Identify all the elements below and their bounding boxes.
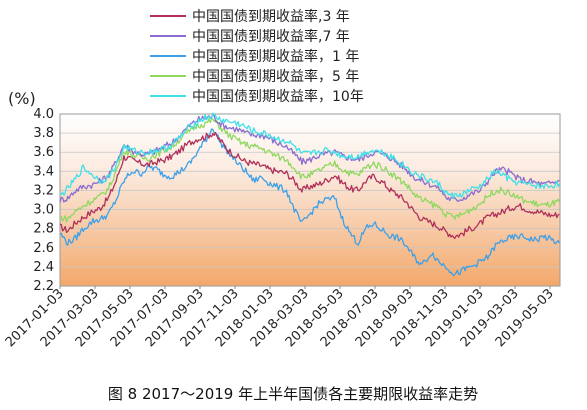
series-line-2	[59, 128, 560, 277]
legend-label: 中国国债到期收益率,3 年	[192, 8, 350, 25]
y-axis-label: (%)	[8, 89, 36, 108]
y-tick-label: 3.4	[33, 164, 54, 179]
series-line-1	[59, 113, 560, 203]
y-tick-label: 3.0	[33, 203, 54, 218]
series-line-0	[59, 131, 560, 240]
legend-label: 中国国债到期收益率，1 年	[192, 48, 359, 65]
y-tick-label: 2.4	[33, 260, 54, 275]
y-tick-label: 2.6	[33, 241, 54, 256]
y-axis-ticks: 4.0 3.8 3.6 3.4 3.2 3.0 2.8 2.6 2.4 2.2	[33, 107, 54, 294]
series-layer	[59, 112, 560, 277]
x-axis-ticks: 2017-01-032017-03-032017-05-032017-07-03…	[3, 286, 557, 350]
y-tick-label: 3.8	[33, 126, 54, 141]
series-line-3	[59, 117, 560, 223]
y-tick-label: 2.8	[33, 222, 54, 237]
legend-label: 中国国债到期收益率，10年	[192, 88, 364, 105]
y-tick-label: 2.2	[33, 279, 54, 294]
y-tick-label: 4.0	[33, 107, 54, 122]
y-tick-label: 3.2	[33, 183, 54, 198]
legend-label: 中国国债到期收益率,7 年	[192, 28, 350, 45]
plot-background	[60, 114, 560, 286]
legend-label: 中国国债到期收益率，5 年	[192, 68, 359, 85]
series-line-4	[59, 112, 560, 200]
y-tick-label: 3.6	[33, 145, 54, 160]
chart-caption: 图 8 2017～2019 年上半年国债各主要期限收益率走势	[108, 385, 478, 403]
